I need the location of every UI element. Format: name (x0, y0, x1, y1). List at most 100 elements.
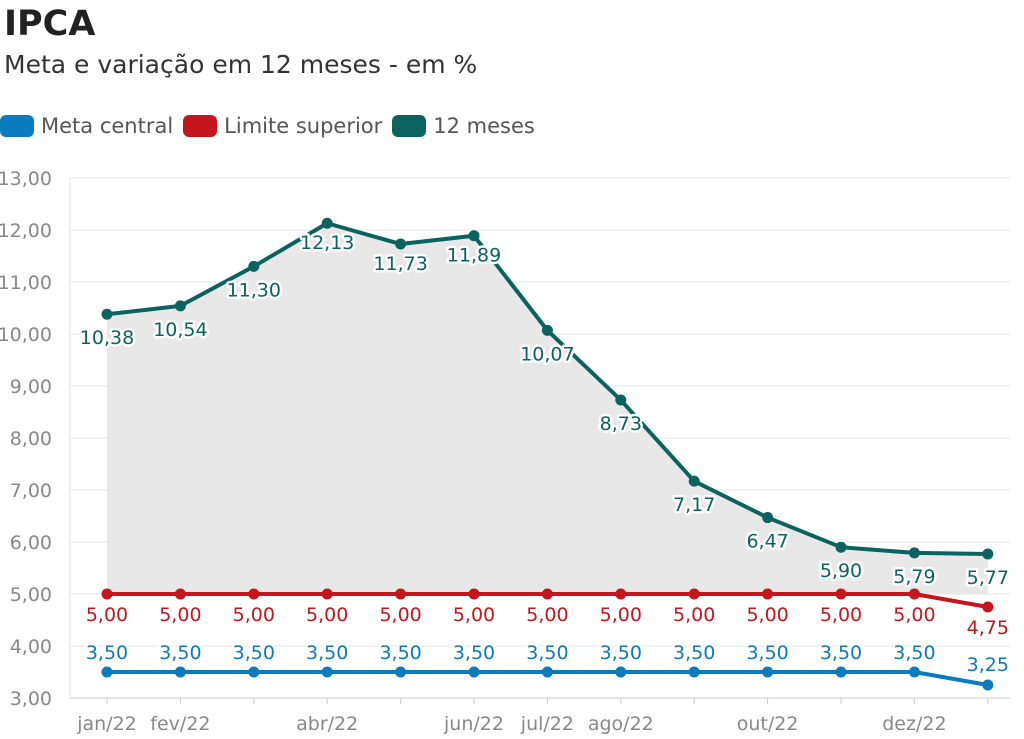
data-point-12-meses (688, 475, 700, 487)
legend-item-meta-central: Meta central (0, 114, 173, 138)
data-point-meta-central (762, 666, 774, 678)
data-point-12-meses (101, 308, 113, 320)
x-tick-label: out/22 (737, 713, 799, 735)
data-point-12-meses (248, 260, 260, 272)
data-point-meta-central (468, 666, 480, 678)
legend-swatch-12-meses (392, 115, 427, 137)
legend: Meta central Limite superior 12 meses (0, 110, 545, 142)
data-label-meta-central: 3,50 (673, 642, 715, 664)
data-label-12-meses: 10,07 (520, 343, 574, 365)
data-label-12-meses: 7,17 (673, 494, 715, 516)
data-label-12-meses: 5,79 (893, 566, 935, 588)
data-label-meta-central: 3,50 (600, 642, 642, 664)
x-tick-label: fev/22 (150, 713, 210, 735)
y-tick-label: 8,00 (10, 428, 52, 450)
data-label-12-meses: 5,90 (820, 560, 862, 582)
data-point-12-meses (541, 324, 553, 336)
data-label-meta-central: 3,50 (453, 642, 495, 664)
data-point-limite-superior (688, 588, 700, 600)
data-label-12-meses: 5,77 (967, 567, 1009, 589)
legend-label-meta-central: Meta central (41, 114, 174, 138)
data-label-limite-superior: 5,00 (233, 604, 275, 626)
x-tick-label: abr/22 (296, 713, 358, 735)
legend-label-12-meses: 12 meses (433, 114, 535, 138)
data-label-limite-superior: 5,00 (600, 604, 642, 626)
data-label-meta-central: 3,50 (86, 642, 128, 664)
y-tick-label: 12,00 (0, 220, 52, 242)
data-point-limite-superior (395, 588, 407, 600)
data-point-limite-superior (248, 588, 260, 600)
x-tick-label: jul/22 (520, 713, 574, 735)
data-label-limite-superior: 5,00 (893, 604, 935, 626)
data-point-12-meses (762, 512, 774, 524)
data-point-meta-central (101, 666, 113, 678)
data-label-meta-central: 3,50 (526, 642, 568, 664)
y-tick-label: 4,00 (10, 636, 52, 658)
data-point-12-meses (468, 230, 480, 242)
data-point-meta-central (908, 666, 920, 678)
data-point-limite-superior (615, 588, 627, 600)
chart-subtitle: Meta e variação em 12 meses - em % (4, 50, 478, 79)
data-label-limite-superior: 4,75 (967, 617, 1009, 639)
data-point-limite-superior (174, 588, 186, 600)
data-point-meta-central (615, 666, 627, 678)
data-label-limite-superior: 5,00 (673, 604, 715, 626)
data-label-limite-superior: 5,00 (453, 604, 495, 626)
data-point-12-meses (982, 548, 994, 560)
data-point-12-meses (395, 238, 407, 250)
y-tick-label: 10,00 (0, 324, 52, 346)
data-point-meta-central (541, 666, 553, 678)
data-label-12-meses: 6,47 (746, 531, 788, 553)
chart-title: IPCA (4, 4, 96, 44)
data-label-meta-central: 3,50 (893, 642, 935, 664)
x-tick-label: jun/22 (443, 713, 504, 735)
data-point-meta-central (835, 666, 847, 678)
legend-item-12-meses: 12 meses (392, 114, 535, 138)
data-label-limite-superior: 5,00 (379, 604, 421, 626)
legend-swatch-limite-superior (183, 115, 218, 137)
data-point-12-meses (321, 217, 333, 229)
data-label-meta-central: 3,50 (820, 642, 862, 664)
legend-label-limite-superior: Limite superior (224, 114, 383, 138)
data-point-meta-central (321, 666, 333, 678)
y-tick-label: 5,00 (10, 584, 52, 606)
y-tick-label: 9,00 (10, 376, 52, 398)
data-label-12-meses: 12,13 (300, 232, 354, 254)
data-label-12-meses: 11,89 (447, 245, 501, 267)
data-point-meta-central (248, 666, 260, 678)
area-fill-12-meses (107, 223, 988, 594)
data-point-limite-superior (321, 588, 333, 600)
data-point-limite-superior (908, 588, 920, 600)
data-point-meta-central (395, 666, 407, 678)
data-point-meta-central (982, 679, 994, 691)
data-label-limite-superior: 5,00 (746, 604, 788, 626)
data-label-limite-superior: 5,00 (306, 604, 348, 626)
legend-item-limite-superior: Limite superior (183, 114, 382, 138)
data-label-12-meses: 11,73 (373, 253, 427, 275)
data-point-limite-superior (982, 601, 994, 613)
data-label-12-meses: 10,38 (80, 327, 134, 349)
data-label-12-meses: 8,73 (600, 413, 642, 435)
data-point-meta-central (688, 666, 700, 678)
data-point-limite-superior (541, 588, 553, 600)
x-tick-label: jan/22 (76, 713, 137, 735)
legend-swatch-meta-central (0, 115, 34, 137)
data-label-limite-superior: 5,00 (820, 604, 862, 626)
y-tick-label: 11,00 (0, 272, 52, 294)
y-tick-label: 7,00 (10, 480, 52, 502)
y-tick-label: 6,00 (10, 532, 52, 554)
y-tick-label: 3,00 (10, 688, 52, 710)
data-point-12-meses (174, 300, 186, 312)
data-label-meta-central: 3,50 (233, 642, 275, 664)
data-point-12-meses (615, 394, 627, 406)
data-label-meta-central: 3,50 (159, 642, 201, 664)
data-label-meta-central: 3,50 (306, 642, 348, 664)
data-point-12-meses (908, 547, 920, 559)
data-label-12-meses: 10,54 (153, 319, 207, 341)
data-label-limite-superior: 5,00 (159, 604, 201, 626)
y-tick-label: 13,00 (0, 168, 52, 190)
data-label-meta-central: 3,50 (746, 642, 788, 664)
data-point-meta-central (174, 666, 186, 678)
x-tick-label: dez/22 (882, 713, 946, 735)
